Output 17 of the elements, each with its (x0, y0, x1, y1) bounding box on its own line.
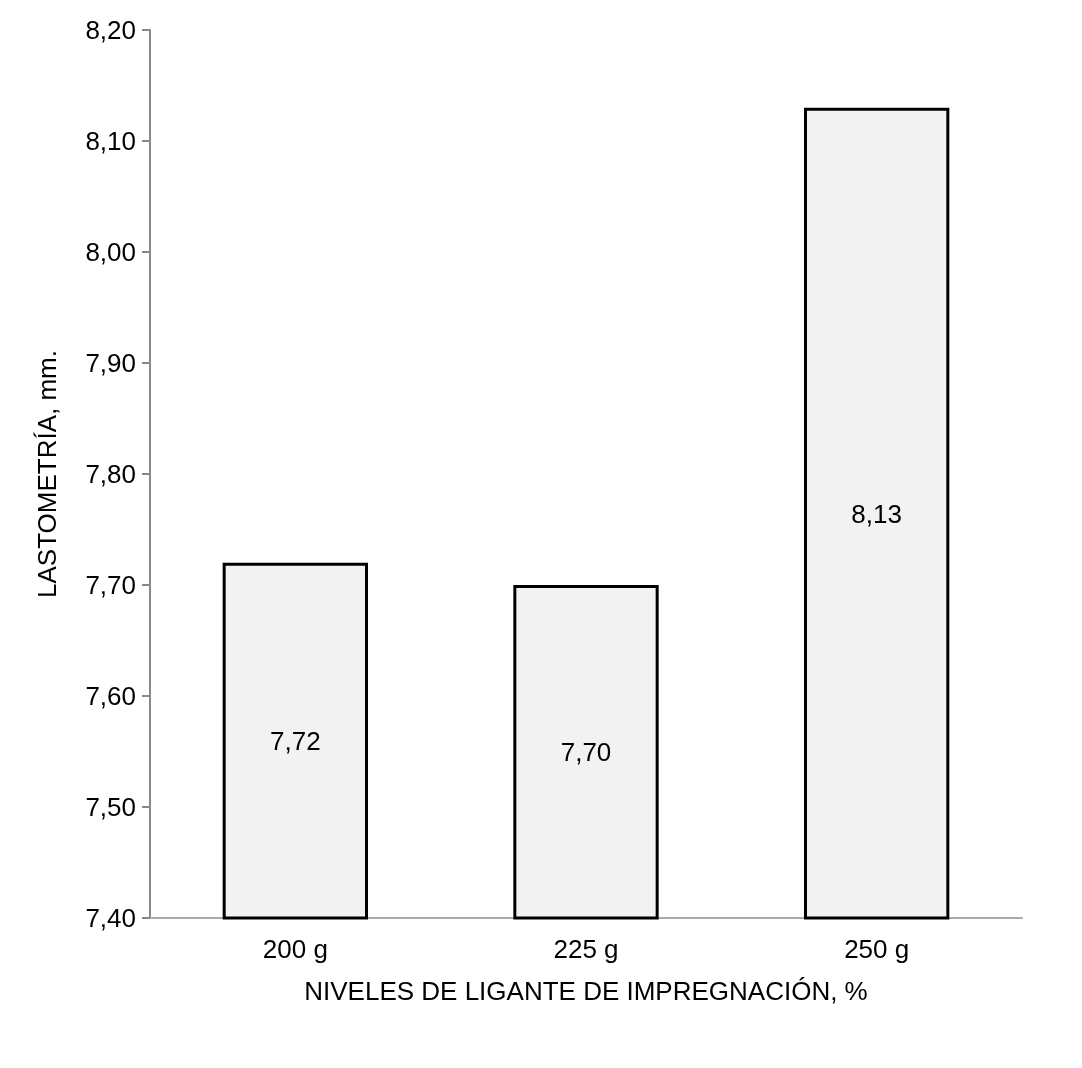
y-tick-label: 8,20 (85, 15, 136, 45)
y-tick-label: 8,00 (85, 237, 136, 267)
y-tick-label: 7,90 (85, 348, 136, 378)
data-label: 8,13 (851, 498, 902, 529)
y-axis-title: LASTOMETRÍA, mm. (32, 350, 62, 598)
x-tick-label: 225 g (553, 934, 619, 964)
y-tick-label: 7,70 (85, 570, 136, 600)
y-tick-label: 7,50 (85, 792, 136, 822)
y-tick-label: 7,60 (85, 681, 136, 711)
x-tick-label: 250 g (844, 934, 910, 964)
x-axis-title: NIVELES DE LIGANTE DE IMPREGNACIÓN, % (304, 976, 868, 1006)
y-tick-label: 8,10 (85, 126, 136, 156)
data-label: 7,70 (560, 737, 612, 768)
y-tick-label: 7,40 (85, 903, 136, 933)
y-tick-label: 7,80 (85, 459, 136, 489)
x-tick-label: 200 g (262, 934, 328, 964)
data-label: 7,72 (270, 726, 321, 757)
